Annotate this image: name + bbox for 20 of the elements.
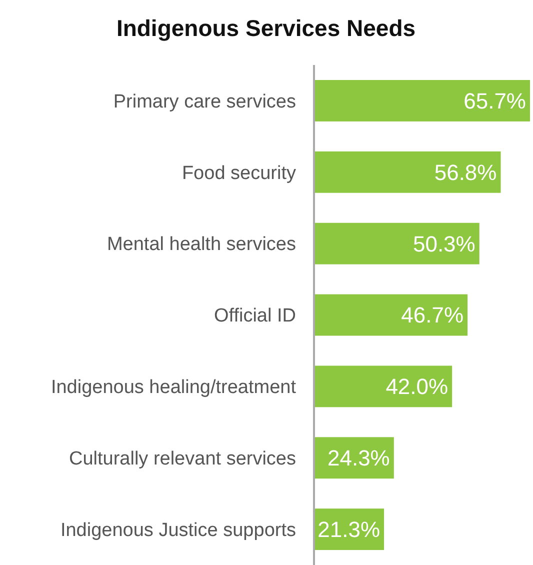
data-label: 42.0% xyxy=(386,374,448,400)
data-label: 65.7% xyxy=(464,88,526,114)
bar xyxy=(314,80,530,122)
data-label: 50.3% xyxy=(412,231,476,256)
bar xyxy=(314,294,468,336)
data-label: 46.7% xyxy=(401,302,464,328)
bar xyxy=(314,222,480,264)
bar xyxy=(314,366,452,408)
y-tick-label: Food security xyxy=(182,162,296,184)
y-tick-label: Mental health services xyxy=(106,234,296,256)
data-label: 56.8% xyxy=(434,160,497,185)
y-tick-label: Official ID xyxy=(214,306,296,327)
y-tick-label: Indigenous Justice supports xyxy=(60,520,296,541)
bar xyxy=(314,151,501,193)
y-tick-label: Primary care services xyxy=(113,91,296,112)
data-label: 24.3% xyxy=(328,446,390,471)
chart-title: Indigenous Services Needs xyxy=(116,15,416,41)
y-tick-label: Culturally relevant services xyxy=(68,448,296,470)
data-label: 21.3% xyxy=(318,516,380,542)
y-tick-label: Indigenous healing/treatment xyxy=(50,377,297,398)
